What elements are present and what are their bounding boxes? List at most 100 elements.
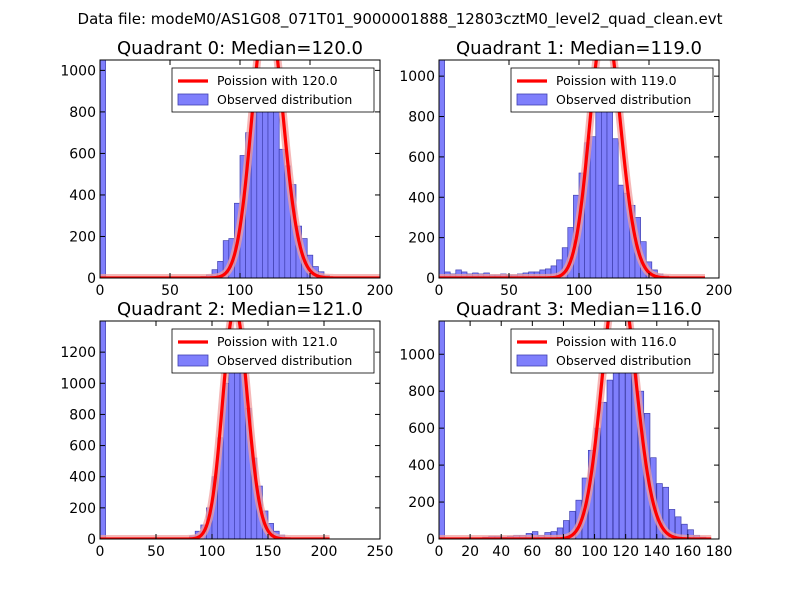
histogram-bar xyxy=(625,353,632,539)
histogram-bar xyxy=(228,359,235,539)
y-tick-label: 600 xyxy=(69,439,96,455)
legend-bar-swatch xyxy=(516,93,548,106)
quadrant-0-title: Quadrant 0: Median=120.0 xyxy=(117,38,363,59)
y-tick-label: 0 xyxy=(87,271,96,287)
x-tick-label: 150 xyxy=(636,283,663,299)
y-tick-label: 600 xyxy=(69,146,96,162)
y-tick-label: 200 xyxy=(408,231,435,247)
quadrant-2-title: Quadrant 2: Median=121.0 xyxy=(117,299,363,320)
x-tick-label: 60 xyxy=(523,544,541,560)
histogram-bar xyxy=(439,60,445,278)
legend-line-label: Poission with 119.0 xyxy=(556,73,677,88)
histogram-bar xyxy=(601,83,608,278)
x-tick-label: 50 xyxy=(161,283,179,299)
legend-bar-swatch xyxy=(177,93,209,106)
x-tick-label: 0 xyxy=(435,283,444,299)
x-tick-label: 0 xyxy=(96,283,105,299)
histogram-bar xyxy=(595,95,602,278)
axes-frame xyxy=(99,320,381,540)
x-tick-label: 100 xyxy=(227,283,254,299)
quadrant-3-title: Quadrant 3: Median=116.0 xyxy=(456,299,702,320)
y-tick-label: 1000 xyxy=(399,347,435,363)
x-tick-label: 100 xyxy=(581,544,608,560)
legend: Poission with 121.0 Observed distribution xyxy=(171,328,375,374)
y-tick-label: 0 xyxy=(87,532,96,548)
y-tick-label: 400 xyxy=(408,190,435,206)
y-tick-label: 0 xyxy=(426,271,435,287)
legend-bar-label: Observed distribution xyxy=(217,92,352,107)
histogram-bar xyxy=(100,321,106,539)
y-tick-label: 200 xyxy=(69,229,96,245)
x-tick-label: 140 xyxy=(643,544,670,560)
x-tick-label: 160 xyxy=(675,544,702,560)
legend-line-label: Poission with 116.0 xyxy=(556,334,677,349)
x-tick-label: 100 xyxy=(566,283,593,299)
quadrant-2-panel: Quadrant 2: Median=121.0 0 50 100 150 200 250… xyxy=(60,299,393,560)
x-tick-label: 200 xyxy=(311,544,338,560)
axes-frame xyxy=(438,320,720,540)
y-tick-label: 1000 xyxy=(60,63,96,79)
x-tick-label: 200 xyxy=(706,283,733,299)
histogram-bar xyxy=(589,136,597,278)
quadrant-3-panel: Quadrant 3: Median=116.0 0 20 40 60 80 100 120… xyxy=(399,299,733,560)
x-tick-label: 50 xyxy=(500,283,518,299)
y-tick-label: 400 xyxy=(408,458,435,474)
legend-line-label: Poission with 120.0 xyxy=(217,73,338,88)
poisson-curve xyxy=(439,321,712,539)
x-tick-label: 150 xyxy=(255,544,282,560)
legend: Poission with 119.0 Observed distribution xyxy=(510,67,714,113)
quadrant-1-plot-area xyxy=(439,60,708,278)
y-tick-label: 600 xyxy=(408,150,435,166)
x-tick-label: 0 xyxy=(435,544,444,560)
y-tick-label: 600 xyxy=(408,421,435,437)
quadrant-1-panel: Quadrant 1: Median=119.0 0 50 100 150 200 0 20… xyxy=(399,38,733,299)
legend-bar-label: Observed distribution xyxy=(217,353,352,368)
poisson-curve xyxy=(439,60,706,278)
histogram-bar xyxy=(612,138,619,278)
x-tick-label: 50 xyxy=(147,544,165,560)
y-tick-label: 0 xyxy=(426,532,435,548)
x-tick-label: 20 xyxy=(461,544,479,560)
quadrant-0-panel: Quadrant 0: Median=120.0 0 50 100 150 200 0 20… xyxy=(60,38,394,299)
quadrant-1-title: Quadrant 1: Median=119.0 xyxy=(456,38,702,59)
legend-line-label: Poission with 121.0 xyxy=(217,334,338,349)
histogram-bar xyxy=(612,364,620,539)
x-tick-label: 80 xyxy=(555,544,573,560)
y-tick-label: 800 xyxy=(408,384,435,400)
y-tick-label: 200 xyxy=(69,501,96,517)
histogram-bar xyxy=(556,527,564,539)
histogram-bar xyxy=(606,91,613,278)
suptitle: Data file: modeM0/AS1G08_071T01_90000018… xyxy=(78,10,723,29)
y-tick-label: 800 xyxy=(69,407,96,423)
legend-bar-label: Observed distribution xyxy=(556,353,691,368)
x-tick-label: 0 xyxy=(96,544,105,560)
histogram-bar xyxy=(267,94,274,278)
y-tick-label: 800 xyxy=(69,105,96,121)
y-tick-label: 800 xyxy=(408,110,435,126)
histogram-bar xyxy=(600,401,607,539)
histogram-bar xyxy=(617,184,625,278)
x-tick-label: 120 xyxy=(612,544,639,560)
x-tick-label: 150 xyxy=(297,283,324,299)
histogram-bar xyxy=(278,148,286,278)
x-tick-label: 100 xyxy=(199,544,226,560)
x-tick-label: 180 xyxy=(706,544,733,560)
legend: Poission with 120.0 Observed distribution xyxy=(171,67,375,113)
legend-bar-swatch xyxy=(516,354,548,367)
legend-bar-swatch xyxy=(177,354,209,367)
histogram-bar xyxy=(619,350,626,539)
histogram-bar xyxy=(606,379,613,539)
histogram-bar xyxy=(439,321,445,539)
x-tick-label: 250 xyxy=(367,544,394,560)
y-tick-label: 1000 xyxy=(60,376,96,392)
legend-bar-label: Observed distribution xyxy=(556,92,691,107)
x-tick-label: 200 xyxy=(367,283,394,299)
y-tick-label: 200 xyxy=(408,495,435,511)
legend: Poission with 116.0 Observed distribution xyxy=(510,328,714,374)
quadrant-3-plot-area xyxy=(439,321,714,539)
y-tick-label: 1000 xyxy=(399,69,435,85)
x-tick-label: 40 xyxy=(492,544,510,560)
histogram-bar xyxy=(100,60,106,278)
histogram-bar xyxy=(563,520,570,539)
